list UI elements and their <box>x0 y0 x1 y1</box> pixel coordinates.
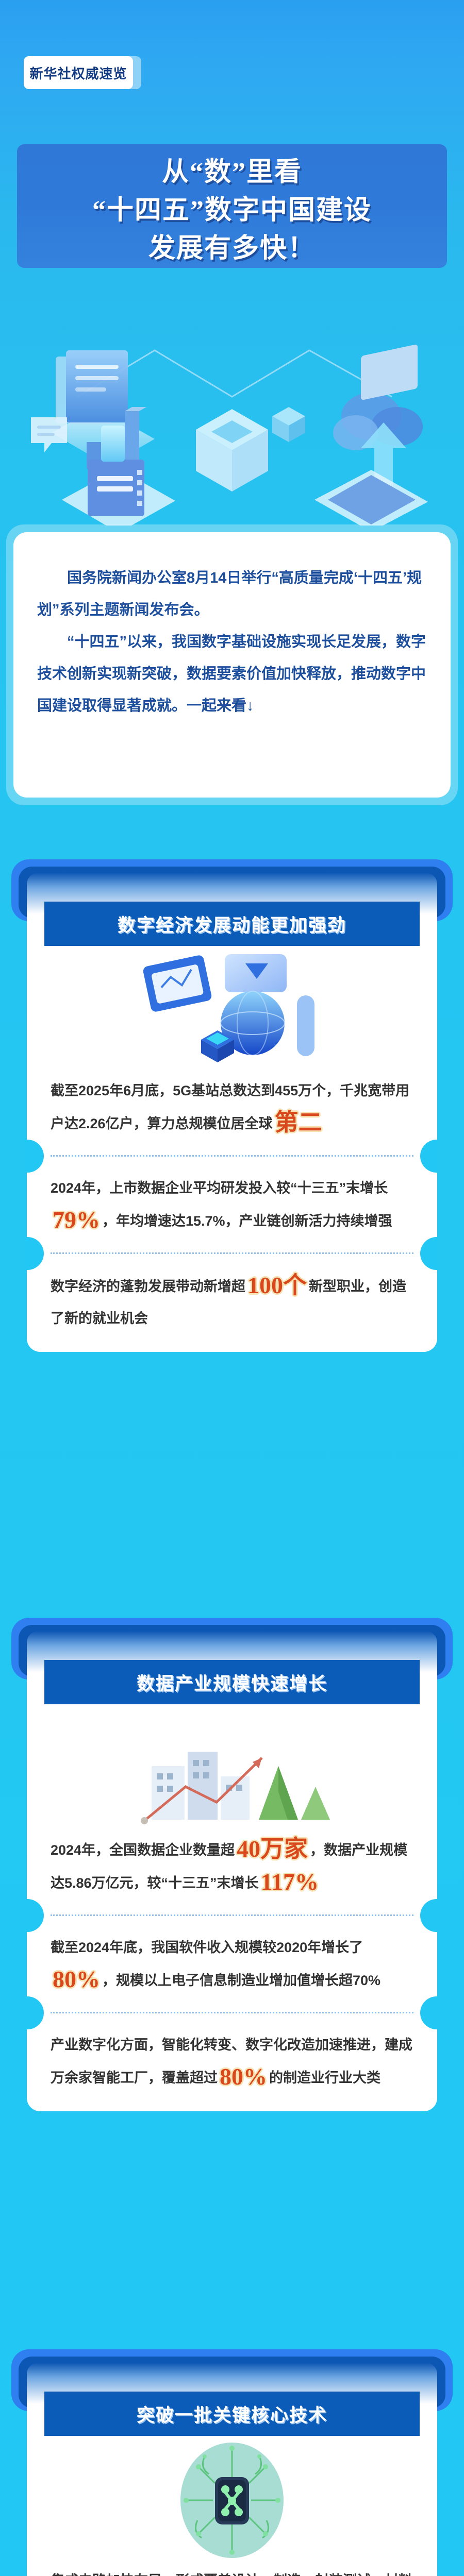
bullet-text-run: 截至2025年6月底，5G基站总数达到455万个，千兆宽带用户达2.26亿户，算… <box>51 1083 410 1131</box>
section-heading-bar: 突破一批关键核心技术 <box>44 2392 420 2436</box>
title-panel: 从“数”里看 “十四五”数字中国建设 发展有多快！ <box>17 144 447 268</box>
bullet-paragraph: 集成电路加快布局，形成覆盖设计、制造、封装测试、材料和装备的完整产业链 <box>51 2565 413 2576</box>
section-heading-label: 突破一批关键核心技术 <box>136 2405 327 2426</box>
bullet-text-run: ，年均增速达15.7%，产业链创新活力持续增强 <box>102 1213 392 1229</box>
bullet-divider <box>51 1155 413 1157</box>
chip-circuit-illustration <box>180 2443 284 2558</box>
title-line-1: 从“数”里看 <box>161 158 302 187</box>
bullet-divider <box>51 1252 413 1254</box>
title-line-3: 发展有多快！ <box>148 234 316 263</box>
card-notch-left <box>26 1996 44 2029</box>
section-heading-bar: 数据产业规模快速增长 <box>44 1660 420 1704</box>
section-heading-label: 数据产业规模快速增长 <box>136 1673 327 1694</box>
card-notch-right <box>420 1237 438 1270</box>
title-line-2: “十四五”数字中国建设 <box>92 196 372 225</box>
bullet-text-run: 新型职业，创造了新的就业机会 <box>51 1279 406 1326</box>
cube-graphic <box>196 407 305 492</box>
badge-plate: 新华社权威速览 <box>24 56 133 89</box>
bullet-item: 集成电路加快布局，形成覆盖设计、制造、封装测试、材料和装备的完整产业链 <box>27 2565 437 2576</box>
bullet-text-run: ，规模以上电子信息制造业增加值增长超70% <box>102 1973 381 1988</box>
bullet-text-run: 的制造业行业大类 <box>269 2070 380 2086</box>
cloud-data-chart-illustration <box>143 954 314 1062</box>
section-illustration <box>27 1704 437 1833</box>
card-notch-left <box>26 1899 44 1932</box>
bullet-item: 数字经济的蓬勃发展带动新增超100个 新型职业，创造了新的就业机会 <box>27 1269 437 1334</box>
highlight-number: 80% <box>53 1966 100 1992</box>
intro-card: 国务院新闻办公室8月14日举行“高质量完成‘十四五’规划”系列主题新闻发布会。 … <box>13 532 451 798</box>
card-notch-right <box>420 1996 438 2029</box>
section-illustration <box>27 946 437 1075</box>
bullet-item: 2024年，全国数据企业数量超40万家 ，数据产业规模达5.86万亿元，较“十三五… <box>27 1833 437 1899</box>
highlight-number: 79% <box>53 1207 100 1233</box>
card-notch-right <box>420 1899 438 1932</box>
section-heading-label: 数字经济发展动能更加强劲 <box>117 915 346 936</box>
bullet-paragraph: 截至2024年底，我国软件收入规模较2020年增长了 80% ，规模以上电子信息制造… <box>51 1931 413 1996</box>
bullet-paragraph: 2024年，全国数据企业数量超40万家 ，数据产业规模达5.86万亿元，较“十三五… <box>51 1833 413 1899</box>
bullet-paragraph: 2024年，上市数据企业平均研发投入较“十三五”末增长 79% ，年均增速达15.7… <box>51 1172 413 1237</box>
hero-illustration <box>0 278 464 526</box>
bullet-text-run: 数字经济的蓬勃发展带动新增超 <box>51 1279 245 1294</box>
section-body: 数据产业规模快速增长 2024年，全国数据企业数量超40万家 ，数据产业规模达5.… <box>26 1631 438 2111</box>
document-chart-graphic <box>31 350 155 469</box>
section-body: 数字经济发展动能更加强劲 截至2025年6月底，5G基站 <box>26 873 438 1352</box>
bullet-text-run: 产业数字化方面，智能化转变、数字化改造加速推进，建成万余家智能工厂，覆盖超过 <box>51 2037 412 2086</box>
highlight-number: 第二 <box>274 1109 322 1136</box>
highlight-number: 40万家 <box>237 1836 308 1862</box>
bullet-paragraph: 数字经济的蓬勃发展带动新增超100个 新型职业，创造了新的就业机会 <box>51 1269 413 1334</box>
bullet-divider <box>51 2012 413 2013</box>
highlight-number: 80% <box>220 2063 267 2090</box>
section-body: 突破一批关键核心技术 <box>27 2363 437 2576</box>
card-notch-right <box>420 1140 438 1173</box>
section-heading-bar: 数字经济发展动能更加强劲 <box>44 902 420 946</box>
cloud-arrow-graphic <box>333 393 423 500</box>
building-laptop-graphic <box>62 344 428 526</box>
section-card-data-industry: 数据产业规模快速增长 2024年，全国数据企业数量超40万家 ，数据产业规模达5.… <box>9 1618 455 2313</box>
section-illustration <box>27 2436 437 2565</box>
card-notch-left <box>26 1140 44 1173</box>
bullet-paragraph: 截至2025年6月底，5G基站总数达到455万个，千兆宽带用户达2.26亿户，算… <box>51 1075 413 1140</box>
badge-label: 新华社权威速览 <box>29 66 127 81</box>
bullet-paragraph: 产业数字化方面，智能化转变、数字化改造加速推进，建成万余家智能工厂，覆盖超过80… <box>51 2029 413 2094</box>
bullet-divider <box>51 1914 413 1916</box>
highlight-number: 100个 <box>247 1272 307 1298</box>
bullet-text-run: 2024年，上市数据企业平均研发投入较“十三五”末增长 <box>51 1180 388 1196</box>
bullet-text-run: ，数据产业规模达5.86万亿元，较“十三五”末增长 <box>51 1842 408 1891</box>
section-card-digital-economy: 数字经济发展动能更加强劲 截至2025年6月底，5G基站 <box>9 859 455 1581</box>
bullet-item: 截至2025年6月底，5G基站总数达到455万个，千兆宽带用户达2.26亿户，算… <box>27 1075 437 1140</box>
bullet-text-run: 截至2024年底，我国软件收入规模较2020年增长了 <box>51 1940 363 1955</box>
intro-paragraph-2: “十四五”以来，我国数字基础设施实现长足发展，数字技术创新实现新突破，数据要素价… <box>37 634 426 714</box>
intro-paragraph-1: 国务院新闻办公室8月14日举行“高质量完成‘十四五’规划”系列主题新闻发布会。 <box>37 570 422 618</box>
growth-arrow-buildings-illustration <box>141 1752 330 1824</box>
header-badge: 新华社权威速览 <box>24 56 141 89</box>
highlight-number: 117% <box>260 1869 319 1895</box>
card-notch-left <box>26 1237 44 1270</box>
section-card-key-technologies: 突破一批关键核心技术 <box>9 2349 455 2576</box>
bullet-item: 截至2024年底，我国软件收入规模较2020年增长了 80% ，规模以上电子信息制造… <box>27 1931 437 1996</box>
bullet-text-run: 集成电路加快布局，形成覆盖设计、制造、封装测试、材料和装备的完整产业链 <box>51 2573 412 2576</box>
bullet-item: 产业数字化方面，智能化转变、数字化改造加速推进，建成万余家智能工厂，覆盖超过80… <box>27 2029 437 2094</box>
bullet-item: 2024年，上市数据企业平均研发投入较“十三五”末增长 79% ，年均增速达15.7… <box>27 1172 437 1237</box>
bullet-text-run: 2024年，全国数据企业数量超 <box>51 1842 235 1858</box>
